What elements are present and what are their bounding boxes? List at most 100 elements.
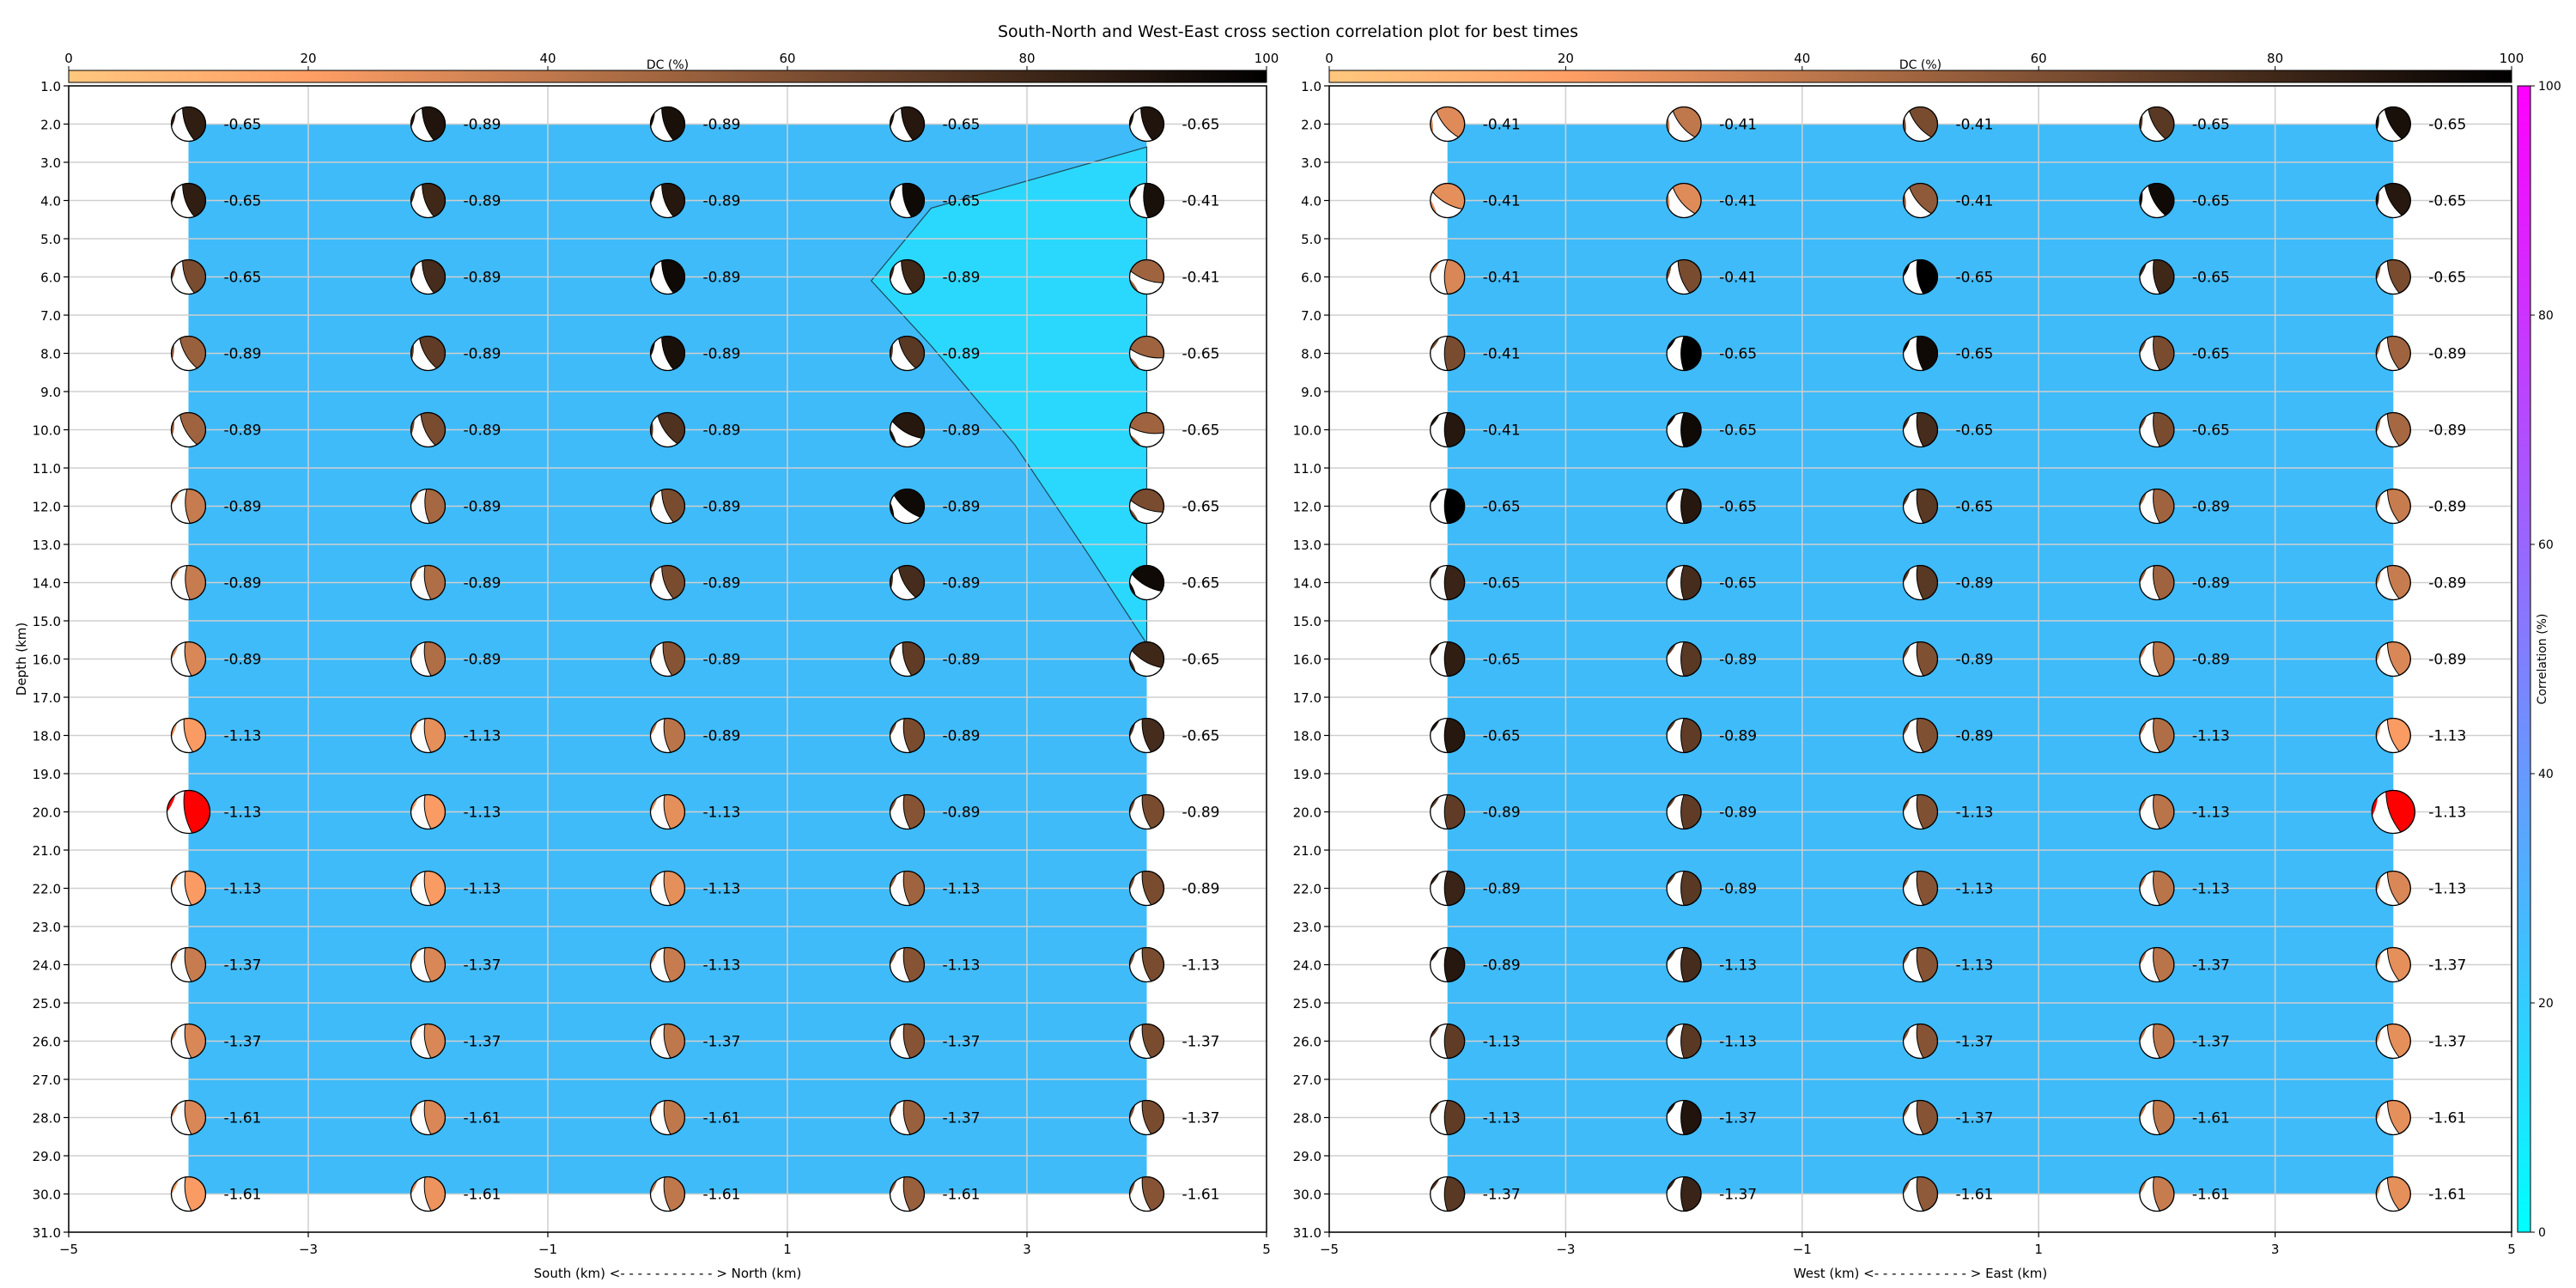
beachball (1902, 1023, 1939, 1060)
beachball (889, 258, 926, 295)
beachball (649, 182, 686, 219)
correlation-label: -1.37 (703, 1034, 741, 1051)
y-tick-label: 13.0 (1293, 538, 1321, 553)
y-tick-label: 15.0 (1293, 614, 1321, 629)
correlation-label: -0.65 (1182, 728, 1220, 745)
beachball (649, 258, 686, 295)
correlation-label: -1.13 (1956, 881, 1994, 898)
dc-colorbar-tick-label: 0 (1325, 51, 1334, 66)
correlation-label: -0.89 (464, 346, 501, 363)
correlation-label: -1.37 (2192, 1034, 2230, 1051)
correlation-label: -0.89 (943, 652, 981, 669)
correlation-colorbar-label: Correlation (%) (2536, 614, 2549, 705)
y-tick-label: 6.0 (40, 270, 61, 286)
correlation-label: -1.61 (2192, 1187, 2230, 1204)
beachball (1902, 182, 1939, 219)
y-tick-label: 24.0 (33, 958, 61, 974)
correlation-label: -1.61 (464, 1110, 501, 1127)
correlation-colorbar-tick-label: 40 (2538, 768, 2554, 781)
beachball (410, 106, 447, 143)
y-tick-label: 9.0 (40, 385, 61, 400)
y-tick-label: 26.0 (33, 1035, 61, 1050)
beachball (889, 793, 926, 830)
correlation-label: -0.89 (2192, 652, 2230, 669)
x-tick-label: −1 (1793, 1242, 1812, 1257)
beachball (1666, 1023, 1702, 1060)
beachball (889, 411, 926, 448)
beachball (170, 870, 207, 907)
beachball (2371, 789, 2415, 835)
y-tick-label: 2.0 (40, 118, 61, 133)
beachball (2375, 182, 2411, 219)
correlation-label: -0.41 (1483, 270, 1521, 287)
correlation-label: -1.37 (464, 957, 501, 975)
x-tick-label: −3 (1556, 1242, 1575, 1257)
correlation-label: -0.89 (943, 422, 981, 440)
correlation-label: -1.13 (464, 728, 501, 745)
beachball (170, 488, 207, 525)
correlation-label: -0.89 (464, 652, 501, 669)
beachball (2375, 870, 2411, 907)
correlation-label: -0.65 (2192, 270, 2230, 287)
correlation-label: -0.65 (2192, 117, 2230, 134)
correlation-label: -0.89 (703, 499, 741, 516)
correlation-label: -1.37 (2428, 957, 2466, 975)
correlation-label: -1.37 (943, 1034, 981, 1051)
beachball (1666, 258, 1702, 295)
beachball (1430, 411, 1466, 448)
correlation-label: -0.65 (1956, 422, 1994, 440)
correlation-label: -1.61 (1956, 1187, 1994, 1204)
beachball (1128, 946, 1165, 983)
y-tick-label: 25.0 (1293, 996, 1321, 1012)
correlation-label: -0.89 (1956, 575, 1994, 592)
y-tick-label: 27.0 (1293, 1072, 1321, 1088)
dc-colorbar-gradient (68, 70, 1267, 83)
correlation-label: -0.89 (943, 346, 981, 363)
beachball (1666, 793, 1702, 830)
correlation-label: -0.89 (2192, 575, 2230, 592)
beachball (1128, 717, 1165, 754)
beachball (170, 411, 207, 448)
beachball (1128, 1023, 1165, 1060)
y-tick-label: 10.0 (33, 423, 61, 439)
beachball (649, 411, 686, 448)
y-tick-label: 1.0 (40, 79, 61, 94)
correlation-label: -0.65 (1182, 499, 1220, 516)
correlation-label: -1.61 (1182, 1187, 1220, 1204)
correlation-label: -0.65 (1483, 575, 1521, 592)
beachball (1430, 717, 1466, 754)
x-tick-label: −1 (538, 1242, 557, 1257)
correlation-label: -1.13 (943, 957, 981, 975)
y-tick-label: 23.0 (33, 920, 61, 935)
correlation-label: -0.89 (943, 728, 981, 745)
beachball (410, 717, 447, 754)
beachball (1128, 488, 1165, 525)
correlation-label: -0.41 (1956, 193, 1994, 210)
correlation-label: -1.37 (1719, 1187, 1757, 1204)
y-tick-label: 7.0 (1301, 308, 1321, 324)
correlation-label: -0.89 (2428, 346, 2466, 363)
beachball (170, 106, 207, 143)
beachball (2375, 564, 2411, 601)
y-axis-label: Depth (km) (14, 623, 29, 696)
correlation-label: -1.13 (2428, 728, 2466, 745)
beachball (1430, 946, 1466, 983)
correlation-label: -0.89 (464, 193, 501, 210)
beachball (2139, 870, 2175, 907)
y-tick-label: 6.0 (1301, 270, 1321, 286)
beachball (889, 946, 926, 983)
correlation-label: -0.65 (1483, 652, 1521, 669)
correlation-label: -1.37 (1483, 1187, 1521, 1204)
dc-colorbar-tick-label: 60 (2031, 51, 2047, 66)
beachball (1128, 1099, 1165, 1136)
beachball (1902, 717, 1939, 754)
beachball (170, 182, 207, 219)
correlation-label: -0.89 (1719, 652, 1757, 669)
correlation-colorbar: 0 20 40 60 80 100 Correlation (%) (2517, 80, 2561, 1240)
correlation-label: -0.89 (703, 193, 741, 210)
beachball (2375, 717, 2411, 754)
y-tick-label: 19.0 (33, 767, 61, 782)
correlation-label: -1.37 (1182, 1034, 1220, 1051)
correlation-label: -1.37 (224, 1034, 262, 1051)
